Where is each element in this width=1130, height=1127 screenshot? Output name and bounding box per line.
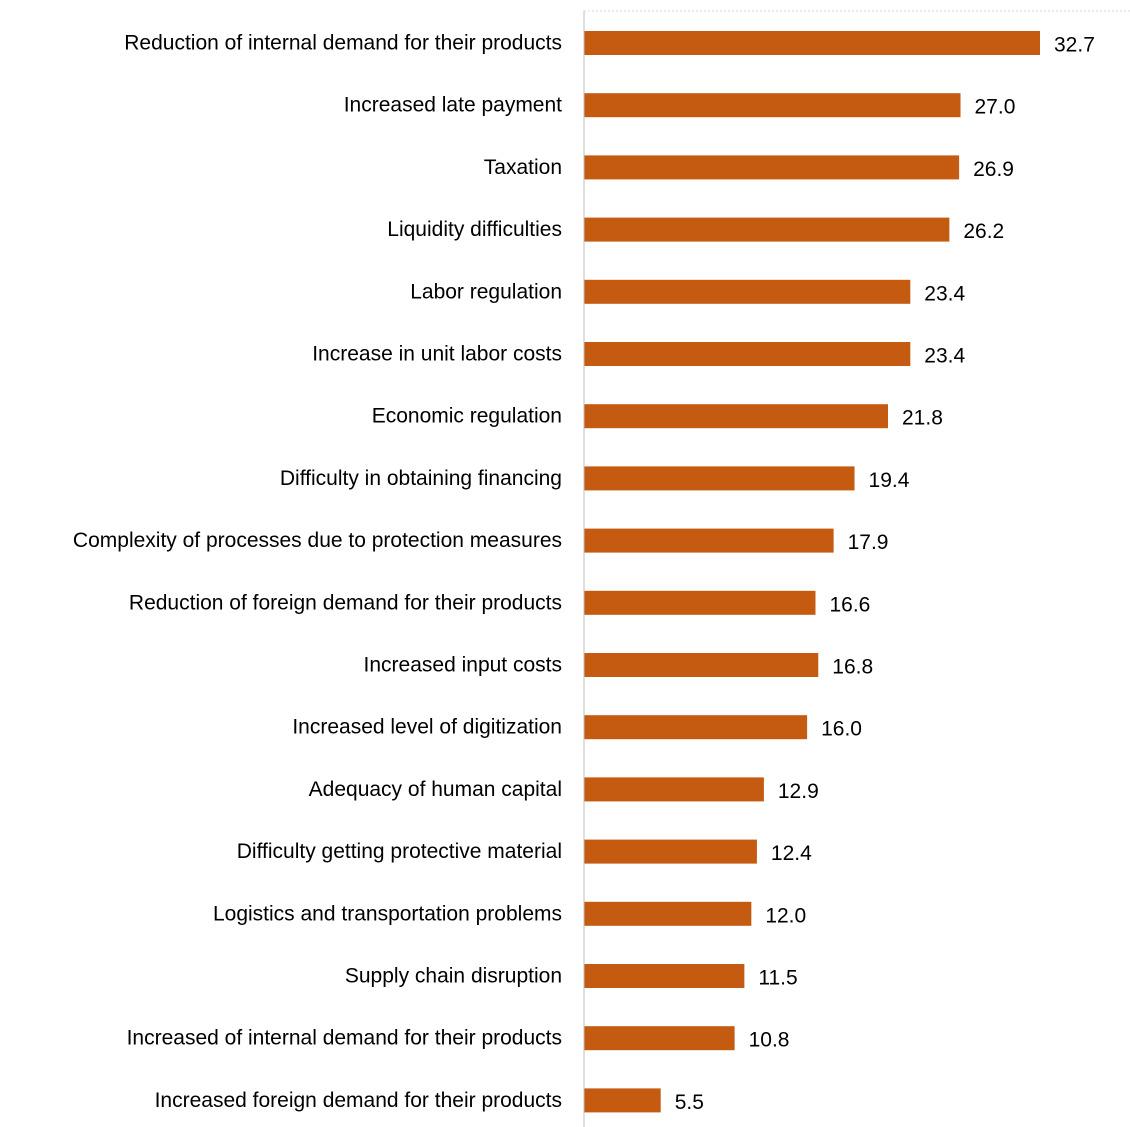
bar xyxy=(584,342,911,366)
bar-value-label: 11.5 xyxy=(758,967,797,990)
bar-value-label: 16.8 xyxy=(832,656,873,679)
category-label: Increased input costs xyxy=(364,654,562,677)
category-label: Increased level of digitization xyxy=(292,716,562,739)
bar-value-label: 16.0 xyxy=(821,718,862,741)
bar-value-label: 12.9 xyxy=(778,780,819,803)
category-label: Labor regulation xyxy=(410,280,562,303)
category-label: Adequacy of human capital xyxy=(309,778,562,801)
category-label: Increased late payment xyxy=(344,94,562,117)
bar-value-label: 19.4 xyxy=(869,469,910,492)
bar-value-label: 21.8 xyxy=(902,407,943,430)
category-label: Logistics and transportation problems xyxy=(213,902,562,925)
bar xyxy=(584,590,816,615)
bar xyxy=(584,279,911,304)
bar xyxy=(584,901,752,926)
bar-value-label: 23.4 xyxy=(924,282,965,305)
category-label: Reduction of internal demand for their p… xyxy=(124,32,562,55)
bar-value-label: 5.5 xyxy=(675,1091,704,1114)
bar xyxy=(584,404,888,429)
bar-value-label: 17.9 xyxy=(848,531,889,554)
category-label: Difficulty getting protective material xyxy=(237,840,562,863)
bar-value-label: 26.2 xyxy=(963,220,1004,243)
bar xyxy=(584,466,855,491)
bar xyxy=(584,839,757,864)
category-label: Difficulty in obtaining financing xyxy=(280,467,562,490)
bar-value-label: 12.0 xyxy=(765,904,806,927)
bar xyxy=(584,31,1040,55)
category-label: Supply chain disruption xyxy=(345,965,562,988)
category-labels-group: Reduction of internal demand for their p… xyxy=(73,32,562,1112)
bar xyxy=(584,217,950,242)
bar-value-label: 10.8 xyxy=(749,1029,790,1052)
bar-value-label: 32.7 xyxy=(1054,34,1095,57)
bar-value-label: 23.4 xyxy=(924,345,965,368)
bar xyxy=(584,155,960,180)
category-label: Economic regulation xyxy=(372,405,562,428)
bar xyxy=(584,1026,735,1051)
category-label: Increased of internal demand for their p… xyxy=(127,1027,562,1050)
bar-value-label: 26.9 xyxy=(973,158,1014,181)
bar xyxy=(584,653,819,677)
bar xyxy=(584,93,961,118)
bar xyxy=(584,528,834,553)
category-label: Complexity of processes due to protectio… xyxy=(73,529,562,552)
bar xyxy=(584,777,764,802)
bar xyxy=(584,964,745,988)
category-label: Increased foreign demand for their produ… xyxy=(155,1089,562,1112)
category-label: Increase in unit labor costs xyxy=(312,343,562,366)
value-labels-group: 32.7 27.0 26.9 26.2 23.4 23.4 21.8 19.4 17.9 16.6… xyxy=(675,34,1095,1114)
bar xyxy=(584,715,808,740)
category-label: Reduction of foreign demand for their pr… xyxy=(129,591,562,614)
bar xyxy=(584,1088,661,1113)
bar-value-label: 12.4 xyxy=(771,842,812,865)
bars-group xyxy=(584,31,1040,1113)
bar-value-label: 16.6 xyxy=(829,593,870,616)
bar-value-label: 27.0 xyxy=(975,96,1016,119)
category-label: Liquidity difficulties xyxy=(387,218,562,241)
category-label: Taxation xyxy=(484,156,562,179)
